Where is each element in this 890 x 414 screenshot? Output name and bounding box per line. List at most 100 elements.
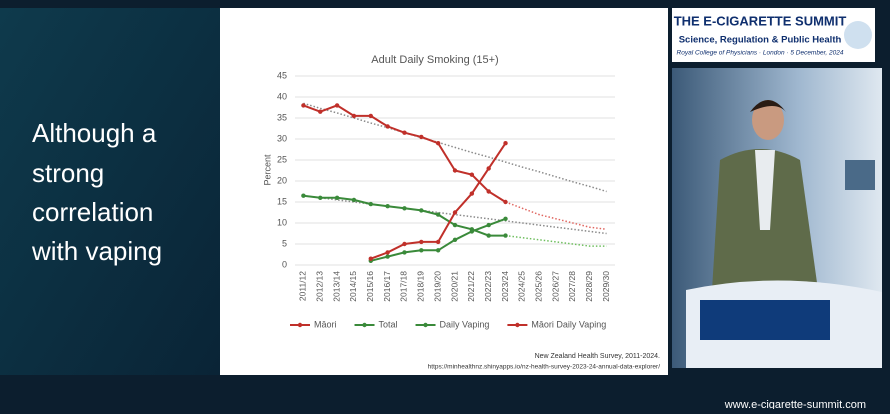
source: New Zealand Health Survey, 2011-2024. xyxy=(535,353,660,360)
y-tick-label: 0 xyxy=(282,259,287,269)
point xyxy=(486,166,491,171)
vent xyxy=(845,160,875,190)
website: www.e-cigarette-summit.com xyxy=(724,399,866,409)
point xyxy=(435,239,441,245)
point xyxy=(402,250,407,255)
point xyxy=(419,134,424,140)
point xyxy=(368,256,373,261)
point xyxy=(452,210,458,215)
point xyxy=(351,113,357,119)
point xyxy=(435,212,441,217)
point xyxy=(503,216,508,221)
left-panel xyxy=(0,8,220,375)
legend-label: Daily Vaping xyxy=(440,319,490,329)
x-tick-label: 2015/16 xyxy=(365,271,375,302)
x-tick-label: 2012/13 xyxy=(315,271,325,302)
point xyxy=(419,208,424,213)
point xyxy=(385,124,390,129)
legend-marker xyxy=(362,322,367,328)
point xyxy=(301,193,306,198)
y-tick-label: 25 xyxy=(277,154,287,164)
legend-label: Māori Daily Vaping xyxy=(531,319,606,329)
point xyxy=(402,206,407,211)
speaker-head xyxy=(752,100,784,140)
point xyxy=(318,109,323,114)
point xyxy=(419,248,424,253)
y-tick-label: 15 xyxy=(277,196,287,206)
x-tick-label: 2016/17 xyxy=(382,271,392,302)
point xyxy=(486,222,491,228)
logo-title: THE E-CIGARETTE SUMMIT xyxy=(674,13,847,28)
legend-marker xyxy=(297,322,303,328)
speaker-shirt xyxy=(755,150,775,230)
point xyxy=(469,191,475,196)
x-tick-label: 2021/22 xyxy=(466,271,476,302)
point xyxy=(334,195,340,200)
x-tick-label: 2023/24 xyxy=(500,271,510,302)
heading: Although a xyxy=(32,118,157,148)
x-tick-label: 2011/12 xyxy=(298,271,308,301)
x-tick-label: 2025/26 xyxy=(533,271,543,302)
point xyxy=(368,113,373,119)
legend-label: Total xyxy=(379,319,398,329)
point xyxy=(469,229,475,234)
point xyxy=(503,141,508,146)
x-tick-label: 2026/27 xyxy=(550,271,560,302)
x-tick-label: 2027/28 xyxy=(567,271,577,302)
logo-venue: Royal College of Physicians · London · 5… xyxy=(677,50,844,57)
y-tick-label: 35 xyxy=(277,112,287,122)
chart-title: Adult Daily Smoking (15+) xyxy=(371,54,498,66)
podium-logo xyxy=(700,300,830,340)
point xyxy=(486,233,491,238)
chart-panel xyxy=(220,8,668,375)
y-tick-label: 40 xyxy=(277,91,287,101)
y-tick-label: 20 xyxy=(277,175,287,185)
point xyxy=(318,195,323,200)
y-axis-label: Percent xyxy=(262,154,272,186)
logo-globe xyxy=(844,21,872,49)
point xyxy=(385,250,390,255)
x-tick-label: 2017/18 xyxy=(399,271,409,302)
heading: with vaping xyxy=(31,236,162,266)
point xyxy=(351,197,357,203)
point xyxy=(435,248,441,253)
legend-marker xyxy=(515,322,520,328)
y-tick-label: 5 xyxy=(282,238,287,248)
x-tick-label: 2029/30 xyxy=(601,271,611,302)
trend-line xyxy=(505,234,607,247)
point xyxy=(402,130,407,135)
legend-label: Māori xyxy=(314,319,337,329)
point xyxy=(301,103,306,108)
point xyxy=(503,233,508,238)
point xyxy=(419,239,424,245)
point xyxy=(385,254,390,259)
heading: correlation xyxy=(32,197,153,227)
y-tick-label: 10 xyxy=(277,217,287,227)
point xyxy=(402,241,407,247)
x-tick-label: 2024/25 xyxy=(517,271,527,302)
point xyxy=(469,172,475,177)
point xyxy=(368,201,373,207)
x-tick-label: 2022/23 xyxy=(483,271,493,302)
point xyxy=(452,222,458,228)
y-tick-label: 30 xyxy=(277,133,287,143)
point xyxy=(503,199,508,205)
point xyxy=(435,141,441,146)
y-tick-label: 45 xyxy=(277,70,287,80)
x-tick-label: 2028/29 xyxy=(584,271,594,302)
point xyxy=(452,168,458,173)
logo-subtitle: Science, Regulation & Public Health xyxy=(679,35,842,46)
point xyxy=(486,189,491,194)
x-tick-label: 2019/20 xyxy=(432,271,442,302)
point xyxy=(385,204,390,209)
point xyxy=(452,237,458,242)
x-tick-label: 2013/14 xyxy=(331,271,341,302)
source-url: https://minhealthnz.shinyapps.io/nz-heal… xyxy=(428,364,661,371)
heading: strong xyxy=(32,158,104,188)
point xyxy=(334,103,340,108)
logo-box xyxy=(672,8,875,62)
speaker-hair xyxy=(750,100,786,112)
legend-marker xyxy=(423,322,428,328)
